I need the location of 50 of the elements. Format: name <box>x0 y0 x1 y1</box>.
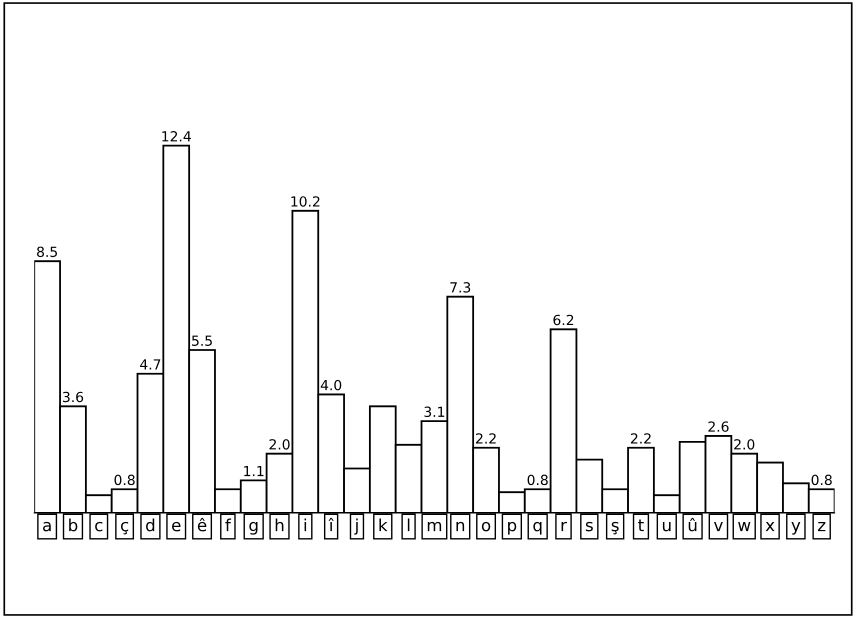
data-label: 12.4 <box>162 131 191 142</box>
x-tick-label: q <box>533 522 542 535</box>
x-tick-label: x <box>766 522 774 532</box>
data-label: 5.5 <box>192 336 212 346</box>
x-tick-label: a <box>43 522 51 532</box>
x-tick-label: e <box>172 522 180 532</box>
data-label: 2.0 <box>734 439 754 450</box>
x-tick-label: î <box>328 518 334 532</box>
x-tick-label: c <box>95 522 102 532</box>
data-label: 4.7 <box>140 359 160 370</box>
data-label: 4.0 <box>320 380 342 390</box>
x-tick-label: b <box>69 518 78 532</box>
data-label: 10.2 <box>291 196 320 207</box>
data-label: 6.2 <box>553 314 574 326</box>
x-tick-label: f <box>225 518 232 532</box>
x-tick-label: n <box>456 522 464 532</box>
x-tick-label: o <box>482 522 490 532</box>
data-label: 3.6 <box>62 392 84 402</box>
x-tick-label: u <box>662 522 671 532</box>
x-tick-label: k <box>379 518 388 532</box>
x-tick-label: ş <box>612 522 619 534</box>
data-label: 0.8 <box>528 474 548 486</box>
x-tick-label: i <box>304 518 306 532</box>
x-tick-label: j <box>354 518 358 535</box>
x-tick-label: y <box>791 522 800 535</box>
x-tick-label: d <box>146 518 154 532</box>
data-label: 0.8 <box>114 474 135 486</box>
data-label: 7.3 <box>450 282 470 293</box>
x-tick-label: h <box>276 518 284 532</box>
x-tick-label: s <box>586 522 593 532</box>
x-tick-label: r <box>562 522 567 532</box>
data-label: 3.1 <box>424 406 444 418</box>
x-tick-label: p <box>508 522 516 535</box>
x-tick-label: z <box>818 522 826 532</box>
x-tick-label: v <box>714 522 723 532</box>
x-tick-label: t <box>638 519 644 532</box>
data-label: 0.8 <box>812 474 832 486</box>
data-label: 1.1 <box>244 466 264 476</box>
x-tick-label: w <box>738 522 750 532</box>
x-tick-label: g <box>249 522 258 535</box>
x-tick-label: m <box>428 522 442 532</box>
data-label: 2.2 <box>476 433 496 444</box>
data-label: 8.5 <box>37 246 57 258</box>
x-tick-label: ç <box>120 522 128 534</box>
data-label: 2.0 <box>269 439 290 450</box>
x-tick-label: ê <box>198 518 206 532</box>
x-tick-label: l <box>408 518 410 532</box>
data-label: 2.6 <box>708 421 729 432</box>
data-label: 2.2 <box>630 433 651 444</box>
x-tick-label: û <box>688 518 696 532</box>
